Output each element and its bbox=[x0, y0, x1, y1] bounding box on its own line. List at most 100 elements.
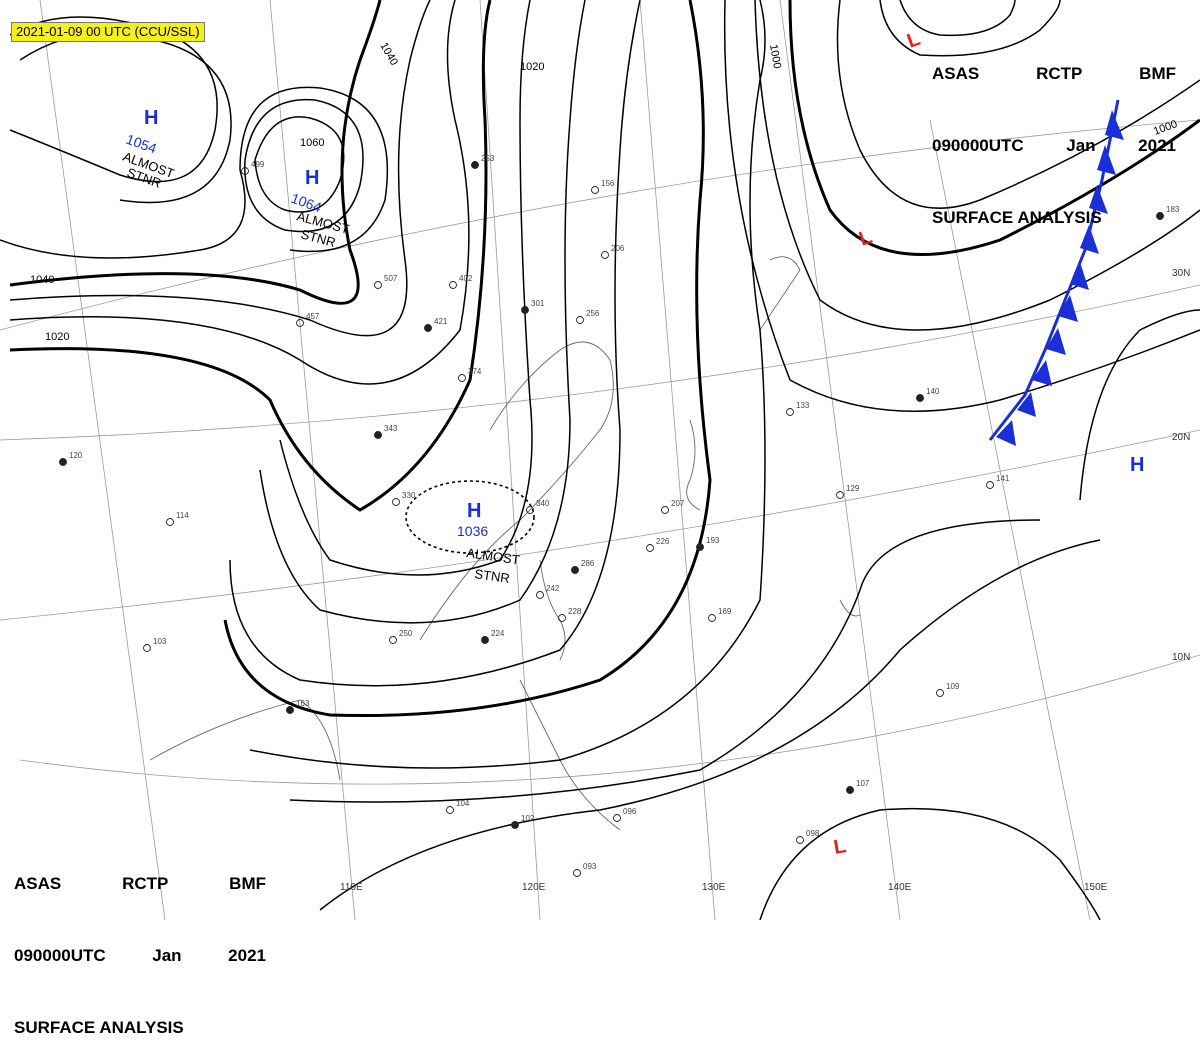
title-word: BMF bbox=[1139, 62, 1176, 86]
high-pressure-symbol: H bbox=[144, 107, 158, 129]
title-line: SURFACE ANALYSIS bbox=[14, 1016, 266, 1040]
station-symbol bbox=[572, 567, 579, 574]
isobar-label: 1040 bbox=[30, 274, 54, 286]
map-title-bottom-left: ASAS RCTP BMF 090000UTC Jan 2021 SURFACE ANA… bbox=[14, 824, 266, 1064]
station-pressure: 156 bbox=[601, 179, 615, 188]
station-symbol bbox=[797, 837, 804, 844]
high-pressure-symbol: H bbox=[305, 167, 319, 189]
station-pressure: 098 bbox=[806, 829, 820, 838]
station-symbol bbox=[375, 282, 382, 289]
title-line: SURFACE ANALYSIS bbox=[932, 206, 1176, 230]
station-symbol bbox=[847, 787, 854, 794]
station-pressure: 102 bbox=[521, 814, 535, 823]
station-pressure: 253 bbox=[481, 154, 495, 163]
title-word: BMF bbox=[229, 872, 266, 896]
title-word: 090000UTC bbox=[932, 134, 1024, 158]
station-symbol bbox=[450, 282, 457, 289]
station-pressure: 140 bbox=[926, 387, 940, 396]
longitude-label: 150E bbox=[1084, 882, 1107, 893]
isobar bbox=[10, 0, 490, 510]
station-symbol bbox=[287, 707, 294, 714]
station-pressure: 193 bbox=[706, 536, 720, 545]
station-pressure: 129 bbox=[846, 484, 860, 493]
station-pressure: 104 bbox=[456, 799, 470, 808]
station-pressure: 343 bbox=[384, 424, 398, 433]
station-symbol bbox=[482, 637, 489, 644]
longitude-label: 140E bbox=[888, 882, 911, 893]
station-symbol bbox=[937, 690, 944, 697]
title-word: Jan bbox=[1066, 134, 1095, 158]
station-symbol bbox=[697, 544, 704, 551]
station-pressure: 242 bbox=[546, 584, 560, 593]
station-pressure: 330 bbox=[402, 491, 416, 500]
isobar bbox=[10, 0, 380, 303]
motion-note: STNR bbox=[474, 566, 511, 586]
title-word: ASAS bbox=[14, 872, 61, 896]
station-pressure: 207 bbox=[671, 499, 685, 508]
coastlines bbox=[150, 257, 860, 830]
isobar bbox=[760, 809, 1100, 920]
station-symbol bbox=[167, 519, 174, 526]
station-symbol bbox=[709, 615, 716, 622]
station-pressure: 250 bbox=[399, 629, 413, 638]
station-pressure: 457 bbox=[306, 312, 320, 321]
station-pressure: 224 bbox=[491, 629, 505, 638]
title-word: 2021 bbox=[1138, 134, 1176, 158]
latitude-label: 30N bbox=[1172, 268, 1190, 279]
station-symbol bbox=[602, 252, 609, 259]
isobar-label: 1020 bbox=[45, 331, 69, 343]
isobar bbox=[10, 0, 469, 384]
station-symbol bbox=[837, 492, 844, 499]
station-symbol bbox=[144, 645, 151, 652]
timestamp-badge: 2021-01-09 00 UTC (CCU/SSL) bbox=[11, 22, 205, 42]
center-pressure-value: 1036 bbox=[457, 523, 488, 539]
station-symbol bbox=[472, 162, 479, 169]
motion-note: ALMOST bbox=[466, 545, 521, 567]
station-symbol bbox=[592, 187, 599, 194]
high-pressure-symbol: H bbox=[467, 500, 481, 522]
pressure-center-1036: H 1036 ALMOST STNR bbox=[457, 500, 521, 586]
isobar-label: 1000 bbox=[767, 43, 783, 69]
title-word: RCTP bbox=[1036, 62, 1082, 86]
station-symbol bbox=[459, 375, 466, 382]
station-pressure: 374 bbox=[468, 367, 482, 376]
station-symbol bbox=[787, 409, 794, 416]
station-symbol bbox=[375, 432, 382, 439]
isobar bbox=[230, 0, 640, 686]
station-pressure: 402 bbox=[459, 274, 473, 283]
station-pressure: 103 bbox=[153, 637, 167, 646]
isobar-label: 1060 bbox=[300, 137, 324, 149]
station-symbol bbox=[425, 325, 432, 332]
station-plots: 2531562063012563743433303402862422282242… bbox=[60, 154, 1180, 877]
title-word: Jan bbox=[152, 944, 181, 968]
station-pressure: 301 bbox=[531, 299, 545, 308]
station-symbol bbox=[614, 815, 621, 822]
station-pressure: 226 bbox=[656, 537, 670, 546]
longitude-label: 130E bbox=[702, 882, 725, 893]
station-pressure: 133 bbox=[796, 401, 810, 410]
title-word: 2021 bbox=[228, 944, 266, 968]
station-pressure: 421 bbox=[434, 317, 448, 326]
station-symbol bbox=[537, 592, 544, 599]
station-pressure: 107 bbox=[856, 779, 870, 788]
title-word: 090000UTC bbox=[14, 944, 106, 968]
station-pressure: 507 bbox=[384, 274, 398, 283]
low-pressure-symbol: L bbox=[832, 835, 848, 859]
station-pressure: 499 bbox=[251, 160, 265, 169]
low-pressure-symbol: L bbox=[904, 28, 923, 53]
longitude-label: 120E bbox=[522, 882, 545, 893]
longitude-label: 110E bbox=[340, 882, 363, 893]
station-symbol bbox=[393, 499, 400, 506]
latitude-label: 20N bbox=[1172, 432, 1190, 443]
station-symbol bbox=[577, 317, 584, 324]
station-symbol bbox=[987, 482, 994, 489]
station-pressure: 340 bbox=[536, 499, 550, 508]
title-word: RCTP bbox=[122, 872, 168, 896]
station-pressure: 114 bbox=[176, 511, 189, 520]
station-symbol bbox=[559, 615, 566, 622]
station-pressure: 169 bbox=[718, 607, 732, 616]
station-pressure: 093 bbox=[583, 862, 597, 871]
station-symbol bbox=[60, 459, 67, 466]
station-pressure: 109 bbox=[946, 682, 960, 691]
